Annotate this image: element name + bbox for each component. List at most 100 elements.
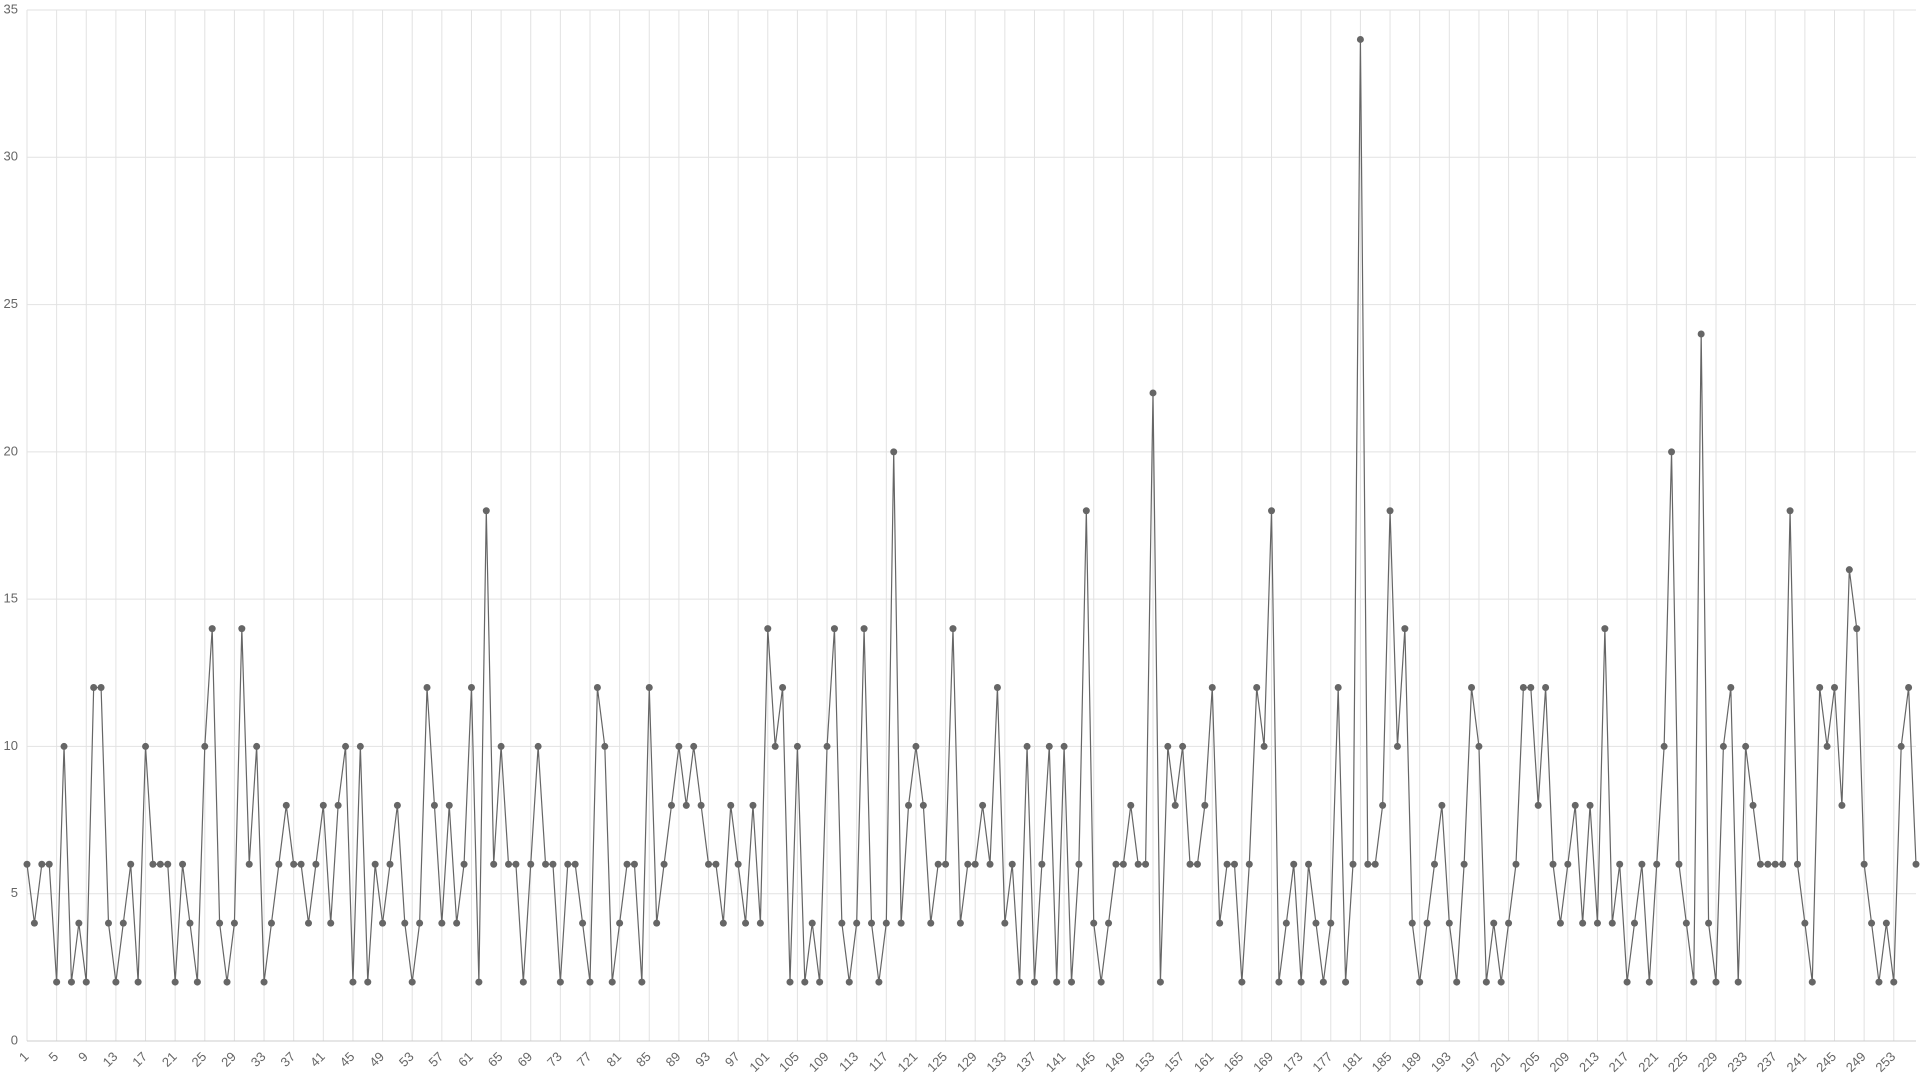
data-point: [1030, 978, 1038, 986]
data-point: [630, 860, 638, 868]
data-point: [1201, 801, 1209, 809]
data-point: [1875, 978, 1883, 986]
data-point: [253, 742, 261, 750]
data-point: [1623, 978, 1631, 986]
data-point: [408, 978, 416, 986]
data-point: [349, 978, 357, 986]
data-point: [304, 919, 312, 927]
data-point: [1712, 978, 1720, 986]
data-point: [1038, 860, 1046, 868]
data-point: [1319, 978, 1327, 986]
x-tick-label: 125: [924, 1049, 950, 1075]
data-point: [764, 625, 772, 633]
data-point: [905, 801, 913, 809]
data-point: [756, 919, 764, 927]
data-point: [1616, 860, 1624, 868]
x-tick-label: 173: [1280, 1049, 1306, 1075]
data-point: [1845, 566, 1853, 574]
data-point: [823, 742, 831, 750]
data-point: [1756, 860, 1764, 868]
data-point: [1653, 860, 1661, 868]
x-tick-label: 65: [485, 1049, 506, 1070]
data-point: [1690, 978, 1698, 986]
data-point: [1497, 978, 1505, 986]
data-point: [1793, 860, 1801, 868]
data-point: [171, 978, 179, 986]
data-point: [1771, 860, 1779, 868]
data-point: [534, 742, 542, 750]
data-point: [1327, 919, 1335, 927]
data-point: [1186, 860, 1194, 868]
data-point: [1897, 742, 1905, 750]
data-point: [53, 978, 61, 986]
data-point: [608, 978, 616, 986]
x-tick-label: 201: [1487, 1049, 1513, 1075]
data-point: [275, 860, 283, 868]
x-tick-label: 13: [100, 1049, 121, 1070]
data-point: [1275, 978, 1283, 986]
x-tick-label: 105: [776, 1049, 802, 1075]
data-point: [623, 860, 631, 868]
x-tick-label: 37: [277, 1049, 298, 1070]
data-point: [1905, 684, 1913, 692]
data-point: [705, 860, 713, 868]
data-point: [1645, 978, 1653, 986]
x-tick-label: 5: [45, 1049, 61, 1065]
data-point: [1393, 742, 1401, 750]
data-point: [1216, 919, 1224, 927]
series-line: [26, 39, 1917, 983]
data-point: [942, 860, 950, 868]
data-point: [1527, 684, 1535, 692]
data-point: [1534, 801, 1542, 809]
data-point: [1719, 742, 1727, 750]
data-point: [67, 978, 75, 986]
data-point: [1342, 978, 1350, 986]
data-point: [1564, 860, 1572, 868]
data-point: [919, 801, 927, 809]
x-tick-label: 193: [1428, 1049, 1454, 1075]
data-point: [1238, 978, 1246, 986]
data-point: [1423, 919, 1431, 927]
data-point: [1764, 860, 1772, 868]
data-point: [1134, 860, 1142, 868]
data-point: [104, 919, 112, 927]
data-point: [1223, 860, 1231, 868]
data-point: [1660, 742, 1668, 750]
data-point: [1364, 860, 1372, 868]
data-point: [1245, 860, 1253, 868]
data-point: [527, 860, 535, 868]
x-tick-label: 197: [1458, 1049, 1484, 1075]
data-point: [979, 801, 987, 809]
data-point: [30, 919, 38, 927]
data-point: [1542, 684, 1550, 692]
data-point: [1334, 684, 1342, 692]
data-point: [956, 919, 964, 927]
x-tick-label: 77: [574, 1049, 595, 1070]
data-point: [860, 625, 868, 633]
data-point: [23, 860, 31, 868]
data-point: [119, 919, 127, 927]
data-point: [1571, 801, 1579, 809]
data-point: [1786, 507, 1794, 515]
data-point: [853, 919, 861, 927]
data-point: [75, 919, 83, 927]
data-point: [1349, 860, 1357, 868]
data-point: [127, 860, 135, 868]
data-point: [1179, 742, 1187, 750]
data-point: [1156, 978, 1164, 986]
data-point: [1631, 919, 1639, 927]
data-point: [223, 978, 231, 986]
data-point: [1860, 860, 1868, 868]
data-point: [1208, 684, 1216, 692]
data-point: [90, 684, 98, 692]
x-tick-label: 209: [1546, 1049, 1572, 1075]
x-tick-label: 57: [426, 1049, 447, 1070]
data-point: [1668, 448, 1676, 456]
x-tick-label: 213: [1576, 1049, 1602, 1075]
data-point: [1868, 919, 1876, 927]
data-point: [749, 801, 757, 809]
data-point: [82, 978, 90, 986]
data-point: [727, 801, 735, 809]
data-point: [1230, 860, 1238, 868]
data-point: [393, 801, 401, 809]
